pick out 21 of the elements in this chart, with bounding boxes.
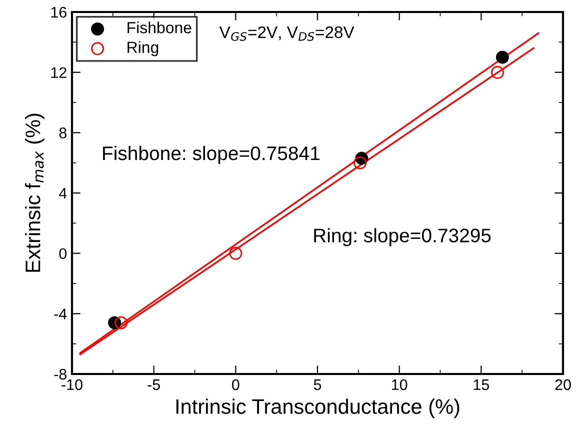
legend-label: Fishbone (128, 22, 192, 34)
x-tick-label: -5 (148, 379, 160, 390)
annotation: V$_{GS}$=2V, V$_{DS}$=28V (219, 26, 354, 41)
y-tick-label: -4 (54, 308, 67, 320)
x-tick-label: 15 (474, 379, 490, 390)
annotation: Fishbone: slope=0.75841 (103, 146, 320, 164)
legend-label: Ring (128, 41, 158, 56)
x-tick-label: 5 (314, 379, 322, 390)
y-tick-label: 8 (59, 128, 66, 138)
y-tick-label: 0 (59, 248, 67, 260)
x-tick-label: 20 (555, 379, 571, 390)
x-tick-label: -10 (62, 379, 82, 390)
y-tick-label: -8 (54, 368, 66, 380)
y-axis-title: Extrinsic f$_{max}$ (%) (25, 114, 44, 272)
annotation: Ring: slope=0.73295 (314, 228, 491, 246)
x-axis-title: Intrinsic Transconductance (%) (176, 398, 460, 418)
x-tick-label: 0 (232, 379, 240, 390)
y-tick-label: 16 (51, 6, 66, 18)
y-tick-label: 12 (51, 67, 66, 78)
x-tick-label: 10 (392, 379, 408, 390)
y-tick-label: 4 (58, 188, 67, 199)
